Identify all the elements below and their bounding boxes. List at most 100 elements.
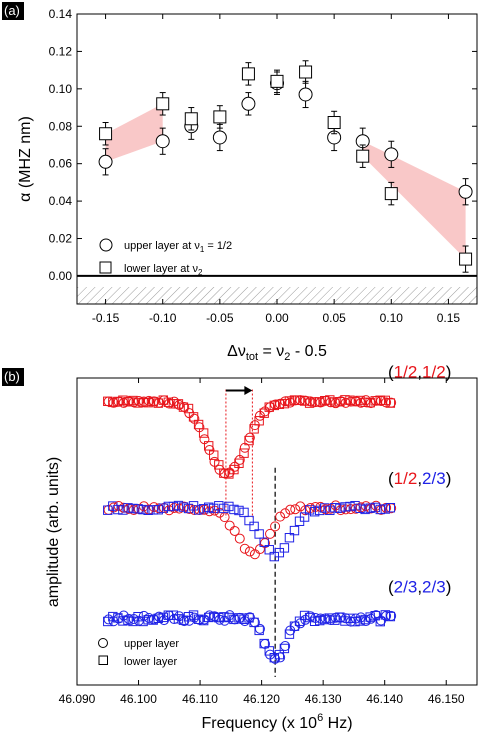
trace-1-lower-point <box>375 504 385 515</box>
trace-2-lower-point <box>229 614 239 625</box>
trace-2-upper-point <box>254 623 265 634</box>
trace-0-lower-point <box>123 397 133 407</box>
trace-2-lower-point <box>224 612 234 623</box>
trace-1-lower-point <box>254 529 264 539</box>
trace-1-upper-point <box>224 520 235 531</box>
trace-1-lower-point <box>320 503 330 513</box>
trace-0-lower-point <box>309 397 320 407</box>
trace-label-0: (1/2,1/2) <box>388 363 451 382</box>
trace-0-lower-point <box>380 395 391 406</box>
trace-1-lower-point <box>168 501 179 512</box>
trace-1-lower-point <box>143 505 153 515</box>
trace-2-lower-point <box>360 614 370 625</box>
x-tick-label: 46.150 <box>428 692 465 706</box>
trace-0-lower-point <box>335 397 345 407</box>
panel-b-legend: upper layer lower layer <box>98 638 179 668</box>
y-tick-label: 0.00 <box>49 269 73 283</box>
trace-2-lower-point <box>320 614 330 625</box>
upper-layer-point <box>241 96 256 111</box>
upper-layer-point <box>98 154 113 169</box>
trace-1-lower-point <box>108 501 118 511</box>
trace-1-lower-point <box>304 505 315 515</box>
panel-a-xlabel: Δνtot = ν2 - 0.5 <box>227 343 327 363</box>
trace-1-lower-point <box>178 502 189 512</box>
trace-2-lower-point <box>108 611 118 622</box>
trace-1-lower-point <box>193 505 204 515</box>
trace-1-upper-point <box>265 528 276 539</box>
trace-0-lower-point <box>198 428 209 438</box>
lower-layer-point <box>156 97 170 111</box>
trace-2-lower-point <box>219 612 229 622</box>
trace-2-lower-point <box>274 649 285 660</box>
trace-2-lower-point <box>193 614 204 624</box>
trace-1-upper-point <box>229 525 240 536</box>
trace-2-lower-point <box>330 615 340 625</box>
trace-2-lower-point <box>294 616 305 626</box>
lower-layer-point <box>356 149 370 163</box>
trace-1-lower-point <box>340 502 350 512</box>
trace-2-lower-point <box>128 616 138 627</box>
trace-0-lower-point <box>304 398 315 408</box>
trace-0-lower-point <box>113 396 123 407</box>
legend-b-square-marker <box>98 655 108 665</box>
trace-0-lower-point <box>128 395 138 406</box>
x-tick-label: 46.140 <box>366 692 403 706</box>
trace-2-lower-point <box>138 616 148 627</box>
trace-2-lower-point <box>178 615 189 625</box>
lower-layer-point <box>384 187 398 201</box>
trace-1-lower-point <box>163 501 174 512</box>
trace-0-lower-point <box>148 396 158 407</box>
trace-0-lower-point <box>289 395 300 405</box>
trace-0-lower-point <box>209 450 219 460</box>
x-tick-label: -0.15 <box>92 311 120 325</box>
trace-1-upper-point <box>270 521 281 532</box>
y-tick-label: 0.14 <box>49 7 73 21</box>
trace-0-lower-point <box>320 395 330 406</box>
x-tick-label: 46.090 <box>59 692 96 706</box>
trace-0-lower-point <box>229 464 239 475</box>
trace-1-lower-point <box>259 537 269 547</box>
trace-1-lower-point <box>214 501 224 511</box>
trace-1-lower-point <box>244 515 254 526</box>
trace-0-lower-point <box>234 458 244 468</box>
trace-0-lower-point <box>168 399 179 409</box>
trace-1-upper-point <box>285 504 296 515</box>
trace-1-upper-point <box>290 504 301 515</box>
y-tick-label: 0.10 <box>49 82 73 96</box>
trace-2-lower-point <box>148 615 158 625</box>
trace-1-lower-point <box>289 525 300 536</box>
panel-a-tag: (a) <box>4 3 20 18</box>
lower-layer-point <box>184 112 198 126</box>
trace-1-lower-point <box>224 501 234 512</box>
x-tick-label: -0.10 <box>149 311 177 325</box>
trace-1-lower-point <box>158 503 168 513</box>
trace-0-lower-point <box>284 396 295 406</box>
trace-2-lower-point <box>375 616 385 627</box>
trace-0-lower-point <box>345 395 355 405</box>
trace-2-lower-point <box>143 615 153 625</box>
trace-0-lower-point <box>279 398 290 409</box>
shaded-band-1 <box>362 141 466 260</box>
trace-2-lower-point <box>249 617 259 628</box>
x-tick-label: 46.130 <box>305 692 342 706</box>
trace-0-lower-point <box>118 395 128 405</box>
trace-1-lower-point <box>264 545 274 555</box>
trace-1-lower-point <box>385 502 396 513</box>
y-tick-label: 0.08 <box>49 119 73 133</box>
trace-2-lower-point <box>289 621 300 631</box>
trace-1-upper-point <box>239 543 250 554</box>
shaded-band-0 <box>105 103 163 162</box>
trace-2-lower-point <box>113 613 123 623</box>
upper-layer-point <box>384 147 399 162</box>
trace-2-lower-point <box>203 612 214 623</box>
trace-0-lower-point <box>103 396 113 406</box>
panel-a: (a) -0.15 -0.10 -0.05 0.00 0.05 0.10 0.15 0.00 0… <box>2 2 478 363</box>
trace-2-lower-point <box>198 615 209 626</box>
panel-a-points <box>98 60 473 273</box>
trace-0-lower-point <box>269 400 279 411</box>
trace-1-lower-point <box>380 504 391 514</box>
trace-0-lower-point <box>274 399 285 409</box>
trace-0-lower-point <box>183 403 194 414</box>
trace-1-lower-point <box>148 505 158 515</box>
trace-1-lower-point <box>153 505 163 515</box>
